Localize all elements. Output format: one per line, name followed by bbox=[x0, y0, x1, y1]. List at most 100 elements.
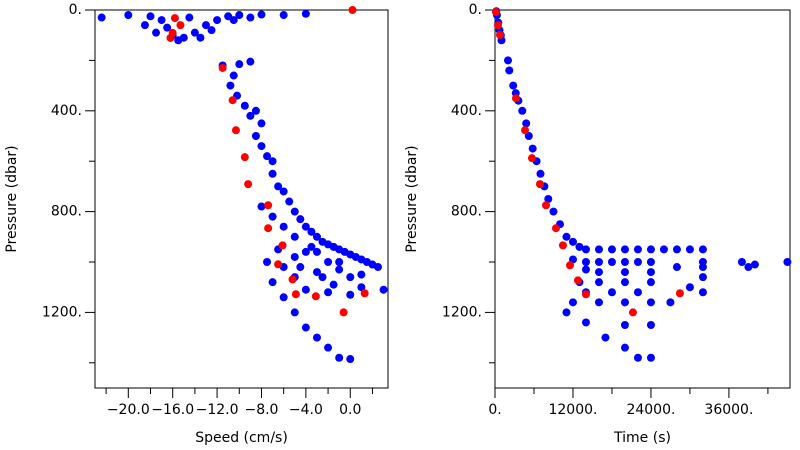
point bbox=[228, 96, 237, 105]
point bbox=[601, 333, 610, 342]
point bbox=[318, 273, 327, 282]
point bbox=[698, 245, 707, 254]
point bbox=[166, 33, 175, 42]
point bbox=[620, 343, 629, 352]
point bbox=[218, 63, 227, 72]
point bbox=[568, 298, 577, 307]
point bbox=[185, 13, 194, 22]
point bbox=[750, 260, 759, 269]
point bbox=[672, 245, 681, 254]
y-axis-label: Pressure (dbar) bbox=[404, 145, 420, 252]
point bbox=[607, 245, 616, 254]
y-axis-label: Pressure (dbar) bbox=[4, 145, 20, 252]
point bbox=[360, 289, 369, 298]
plot-frame bbox=[494, 9, 791, 389]
point bbox=[646, 353, 655, 362]
point bbox=[268, 157, 277, 166]
point bbox=[558, 241, 567, 250]
point bbox=[278, 241, 287, 250]
point bbox=[274, 260, 283, 269]
point bbox=[659, 245, 668, 254]
point bbox=[568, 237, 577, 246]
point bbox=[251, 106, 260, 115]
plot-frame bbox=[94, 9, 389, 389]
y-tick-label: 400. bbox=[451, 103, 482, 119]
point bbox=[97, 13, 106, 22]
point bbox=[607, 258, 616, 266]
point bbox=[157, 16, 166, 25]
point bbox=[174, 36, 183, 45]
point bbox=[528, 144, 537, 153]
point bbox=[163, 23, 172, 32]
point bbox=[264, 201, 273, 210]
point bbox=[646, 258, 655, 266]
point bbox=[374, 263, 383, 272]
point bbox=[201, 21, 210, 30]
point bbox=[685, 283, 694, 292]
point bbox=[301, 222, 310, 231]
point bbox=[226, 81, 235, 90]
point bbox=[268, 212, 277, 221]
point bbox=[581, 290, 590, 299]
point bbox=[307, 227, 316, 236]
point bbox=[633, 258, 642, 266]
point bbox=[536, 169, 545, 178]
point bbox=[575, 242, 584, 251]
point bbox=[581, 265, 590, 274]
point bbox=[562, 232, 571, 241]
point bbox=[290, 232, 299, 241]
point bbox=[291, 290, 300, 299]
y-tick-label: 400. bbox=[51, 103, 82, 119]
point bbox=[196, 33, 205, 42]
point bbox=[311, 292, 320, 301]
point bbox=[491, 8, 500, 17]
point bbox=[268, 278, 277, 287]
point bbox=[257, 119, 266, 128]
point bbox=[246, 13, 255, 22]
point bbox=[312, 232, 321, 241]
point bbox=[301, 285, 310, 294]
point bbox=[124, 11, 133, 20]
point bbox=[675, 289, 684, 298]
point bbox=[296, 263, 305, 272]
point bbox=[335, 258, 344, 266]
point bbox=[240, 153, 249, 162]
point bbox=[620, 321, 629, 329]
point bbox=[698, 273, 707, 282]
point bbox=[263, 258, 272, 266]
point bbox=[346, 290, 355, 299]
point bbox=[257, 10, 266, 19]
point bbox=[301, 9, 310, 18]
point bbox=[633, 245, 642, 254]
point bbox=[522, 119, 531, 128]
point bbox=[633, 353, 642, 362]
point bbox=[268, 169, 277, 178]
point bbox=[324, 288, 333, 297]
y-tick-label: 0. bbox=[69, 2, 82, 18]
x-axis-label: Speed (cm/s) bbox=[195, 430, 288, 446]
point bbox=[620, 268, 629, 277]
point bbox=[594, 258, 603, 266]
point bbox=[346, 355, 355, 364]
point bbox=[329, 280, 338, 289]
point bbox=[521, 126, 530, 135]
point bbox=[646, 278, 655, 287]
point bbox=[348, 6, 357, 14]
point bbox=[646, 245, 655, 254]
point bbox=[244, 180, 253, 189]
point bbox=[290, 252, 299, 261]
point bbox=[737, 258, 746, 266]
point bbox=[146, 12, 155, 21]
point bbox=[335, 265, 344, 274]
point bbox=[312, 268, 321, 277]
point bbox=[666, 298, 675, 307]
point bbox=[581, 258, 590, 266]
point bbox=[257, 202, 266, 211]
x-axis-label: Time (s) bbox=[613, 430, 671, 446]
point bbox=[549, 207, 558, 216]
point bbox=[509, 81, 518, 90]
point bbox=[646, 268, 655, 277]
point bbox=[235, 60, 244, 69]
